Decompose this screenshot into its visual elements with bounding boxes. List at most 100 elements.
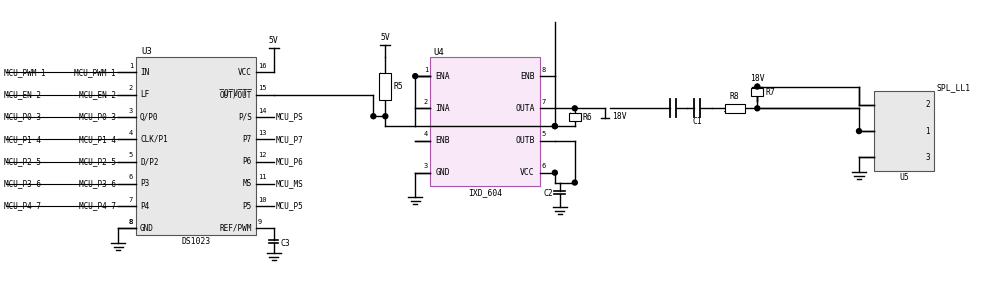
Text: MCU_P2 5: MCU_P2 5 xyxy=(4,157,41,166)
Text: MCU_P7: MCU_P7 xyxy=(276,135,303,144)
Text: 11: 11 xyxy=(258,174,266,180)
Text: 2: 2 xyxy=(424,99,428,105)
Text: 8: 8 xyxy=(129,219,133,225)
Text: MCU_P4 7: MCU_P4 7 xyxy=(4,201,41,210)
Text: OUTA: OUTA xyxy=(515,104,535,113)
Circle shape xyxy=(552,124,557,129)
Circle shape xyxy=(857,129,861,133)
Text: MCU_PWM 1: MCU_PWM 1 xyxy=(74,68,116,77)
Text: GND: GND xyxy=(140,224,154,233)
Text: P6: P6 xyxy=(242,157,252,166)
Text: D/P2: D/P2 xyxy=(140,157,159,166)
Text: MCU_MS: MCU_MS xyxy=(276,179,303,188)
Text: MCU_P6: MCU_P6 xyxy=(276,157,303,166)
Text: IN: IN xyxy=(140,68,149,77)
Text: 3: 3 xyxy=(424,163,428,169)
Text: U4: U4 xyxy=(433,48,444,57)
Bar xyxy=(136,57,256,235)
Text: 6: 6 xyxy=(542,163,546,169)
Bar xyxy=(379,73,391,100)
Text: P3: P3 xyxy=(140,179,149,188)
Text: U3: U3 xyxy=(141,47,152,56)
Text: Q/P0: Q/P0 xyxy=(140,112,159,121)
Text: 8: 8 xyxy=(542,67,546,73)
Text: MCU_P1 4: MCU_P1 4 xyxy=(79,135,116,144)
Text: GND: GND xyxy=(435,168,450,177)
Text: 18V: 18V xyxy=(750,74,765,83)
Text: 3: 3 xyxy=(925,153,930,162)
Text: CLK/P1: CLK/P1 xyxy=(140,135,168,144)
Text: MCU_P3 6: MCU_P3 6 xyxy=(4,179,41,188)
Bar xyxy=(725,104,745,113)
Text: OUTB: OUTB xyxy=(515,136,535,145)
Text: P7: P7 xyxy=(242,135,252,144)
Text: 8: 8 xyxy=(129,219,133,225)
Text: P5: P5 xyxy=(242,201,252,210)
Text: R5: R5 xyxy=(393,82,403,91)
Text: 13: 13 xyxy=(258,130,266,136)
Text: 6: 6 xyxy=(129,174,133,180)
Text: 3: 3 xyxy=(129,108,133,114)
Text: C3: C3 xyxy=(281,239,290,248)
Text: SPL_LL1: SPL_LL1 xyxy=(937,83,971,92)
Circle shape xyxy=(572,180,577,185)
Text: 5V: 5V xyxy=(380,33,390,42)
Text: R7: R7 xyxy=(765,88,775,97)
Circle shape xyxy=(371,114,376,119)
Text: 4: 4 xyxy=(129,130,133,136)
Text: MCU_P5: MCU_P5 xyxy=(276,201,303,210)
Text: IXD_604: IXD_604 xyxy=(468,188,502,197)
Text: ̅O̅U̅T̅: ̅O̅U̅T̅ xyxy=(201,89,252,98)
Text: MCU_P0 3: MCU_P0 3 xyxy=(4,112,41,121)
Text: 7: 7 xyxy=(129,197,133,203)
Text: 14: 14 xyxy=(258,108,266,114)
Text: MCU_EN 2: MCU_EN 2 xyxy=(79,90,116,99)
Bar xyxy=(751,89,763,96)
Circle shape xyxy=(383,114,388,119)
Text: MCU_EN 2: MCU_EN 2 xyxy=(4,90,41,99)
Text: P4: P4 xyxy=(140,201,149,210)
Text: R8: R8 xyxy=(730,92,740,101)
Text: C2: C2 xyxy=(543,189,553,198)
Text: U5: U5 xyxy=(899,173,909,182)
Text: ENA: ENA xyxy=(435,72,450,81)
Text: MCU_P4 7: MCU_P4 7 xyxy=(79,201,116,210)
Text: MCU_P2 5: MCU_P2 5 xyxy=(79,157,116,166)
Text: 15: 15 xyxy=(258,85,266,91)
Text: R6: R6 xyxy=(583,113,593,122)
Text: OUT/OUT: OUT/OUT xyxy=(219,90,252,99)
Bar xyxy=(874,92,934,171)
Bar xyxy=(430,57,540,185)
Bar xyxy=(569,113,581,121)
Text: 5V: 5V xyxy=(269,36,279,45)
Text: MCU_P0 3: MCU_P0 3 xyxy=(79,112,116,121)
Text: 1: 1 xyxy=(129,63,133,69)
Text: 5: 5 xyxy=(129,152,133,158)
Circle shape xyxy=(552,124,557,129)
Text: VCC: VCC xyxy=(238,68,252,77)
Circle shape xyxy=(755,106,760,111)
Text: 2: 2 xyxy=(129,85,133,91)
Circle shape xyxy=(552,170,557,175)
Text: 10: 10 xyxy=(258,197,266,203)
Text: 7: 7 xyxy=(542,99,546,105)
Text: MCU_P1 4: MCU_P1 4 xyxy=(4,135,41,144)
Circle shape xyxy=(755,84,760,89)
Text: LF: LF xyxy=(140,90,149,99)
Circle shape xyxy=(413,74,418,79)
Text: 12: 12 xyxy=(258,152,266,158)
Text: 5: 5 xyxy=(542,131,546,137)
Text: MCU_P3 6: MCU_P3 6 xyxy=(79,179,116,188)
Text: 2: 2 xyxy=(925,100,930,109)
Text: MS: MS xyxy=(242,179,252,188)
Text: P/S: P/S xyxy=(238,112,252,121)
Text: 4: 4 xyxy=(424,131,428,137)
Text: ENB: ENB xyxy=(435,136,450,145)
Text: 16: 16 xyxy=(258,63,266,69)
Text: 1: 1 xyxy=(424,67,428,73)
Text: MCU_PWM 1: MCU_PWM 1 xyxy=(4,68,46,77)
Text: MCU_PS: MCU_PS xyxy=(276,112,303,121)
Text: 9: 9 xyxy=(258,219,262,225)
Text: ENB: ENB xyxy=(520,72,535,81)
Text: 18V: 18V xyxy=(612,112,626,121)
